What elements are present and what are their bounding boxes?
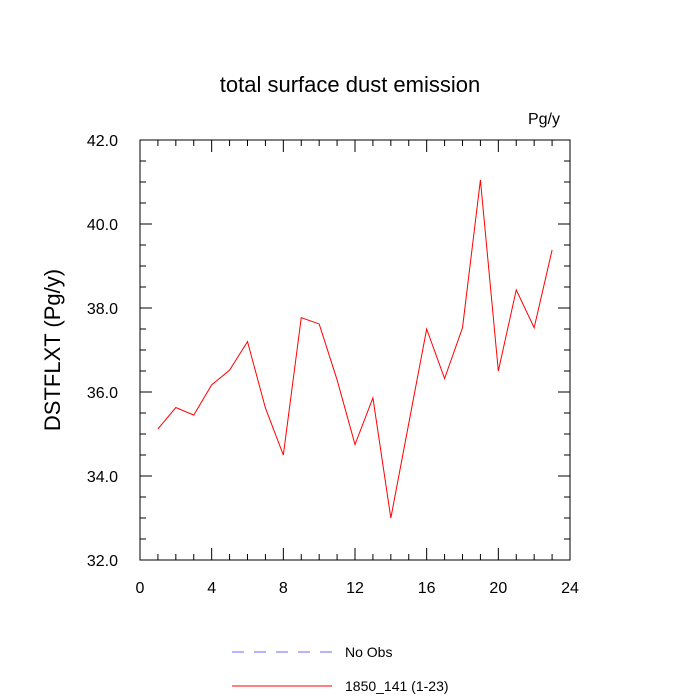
y-tick-label: 38.0 — [87, 301, 118, 318]
plot-frame — [139, 139, 571, 561]
x-tick-label: 12 — [346, 580, 364, 597]
y-tick-label: 36.0 — [87, 385, 118, 402]
y-tick-label: 42.0 — [87, 133, 118, 150]
x-tick-label: 0 — [136, 580, 145, 597]
x-tick-label: 20 — [489, 580, 507, 597]
axes: 0 4 8 12 16 20 24 32.0 34.0 36.0 38.0 40.0 42.0 — [87, 133, 579, 597]
x-tick-label: 24 — [561, 580, 579, 597]
y-tick-label: 40.0 — [87, 217, 118, 234]
legend-label: 1850_141 (1-23) — [345, 678, 449, 694]
y-tick-label: 32.0 — [87, 553, 118, 570]
y-tick-label: 34.0 — [87, 469, 118, 486]
legend: No Obs 1850_141 (1-23) — [232, 644, 449, 694]
x-tick-label: 4 — [207, 580, 216, 597]
x-tick-label: 16 — [418, 580, 436, 597]
units-label: Pg/y — [528, 111, 560, 128]
y-axis-label: DSTFLXT (Pg/y) — [40, 269, 65, 431]
legend-label: No Obs — [345, 644, 392, 660]
series-group — [157, 179, 553, 519]
chart-title: total surface dust emission — [220, 72, 480, 97]
series-line — [157, 179, 553, 519]
x-tick-label: 8 — [279, 580, 288, 597]
